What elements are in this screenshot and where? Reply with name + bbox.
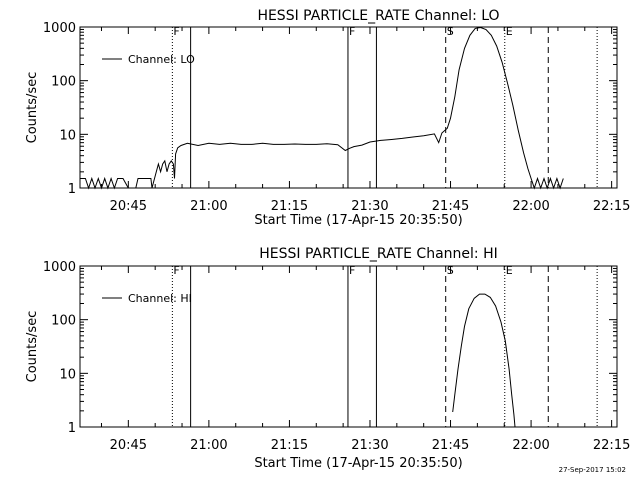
x-tick-label: 21:45 (432, 199, 469, 214)
event-marker-label: E (506, 264, 513, 277)
event-marker-label: F (173, 25, 179, 38)
chart-panel-2: HESSI PARTICLE_RATE Channel: HI 20:45 21:0… (25, 246, 630, 471)
y-tick-label: 1 (68, 421, 76, 436)
x-tick-label: 21:00 (190, 199, 227, 214)
event-marker-label: F (349, 25, 355, 38)
legend-label: Channel: LO (128, 53, 195, 66)
legend-label: Channel: HI (128, 292, 192, 305)
x-tick-label: 21:00 (190, 438, 227, 453)
x-tick-label: 21:15 (271, 199, 308, 214)
x-axis-label: Start Time (17-Apr-15 20:35:50) (254, 213, 462, 228)
x-axis-label: Start Time (17-Apr-15 20:35:50) (254, 456, 462, 471)
y-tick-label: 10 (59, 128, 76, 143)
y-tick-label: 1000 (43, 260, 76, 275)
x-tick-label: 22:15 (593, 199, 630, 214)
x-tick-label: 21:30 (351, 438, 388, 453)
x-tick-label: 20:45 (110, 438, 147, 453)
y-axis-label: Counts/sec (25, 72, 40, 144)
series-line (452, 293, 516, 428)
chart-title: HESSI PARTICLE_RATE Channel: HI (259, 246, 497, 262)
series-line (80, 26, 564, 190)
plot-frame (79, 265, 618, 428)
footer-timestamp: 27-Sep-2017 15:02 (558, 466, 626, 474)
x-tick-label: 20:45 (110, 199, 147, 214)
y-tick-label: 100 (51, 75, 76, 90)
x-tick-label: 22:00 (512, 438, 549, 453)
y-axis-label: Counts/sec (25, 311, 40, 383)
x-tick-label: 21:45 (432, 438, 469, 453)
x-tick-label: 21:15 (271, 438, 308, 453)
event-marker-label: F (349, 264, 355, 277)
y-tick-label: 1000 (43, 21, 76, 36)
x-tick-label: 22:00 (512, 199, 549, 214)
plot-frame (79, 26, 618, 189)
y-tick-label: 10 (59, 367, 76, 382)
y-tick-label: 100 (51, 314, 76, 329)
x-tick-label: 22:15 (593, 438, 630, 453)
event-marker-label: E (506, 25, 513, 38)
chart-panel-1: HESSI PARTICLE_RATE Channel: LO 20:45 21:0… (25, 8, 630, 228)
event-marker-label: F (173, 264, 179, 277)
y-tick-label: 1 (68, 182, 76, 197)
event-marker-label: S (447, 264, 454, 277)
event-marker-label: S (447, 25, 454, 38)
chart-title: HESSI PARTICLE_RATE Channel: LO (257, 8, 499, 24)
x-tick-label: 21:30 (351, 199, 388, 214)
